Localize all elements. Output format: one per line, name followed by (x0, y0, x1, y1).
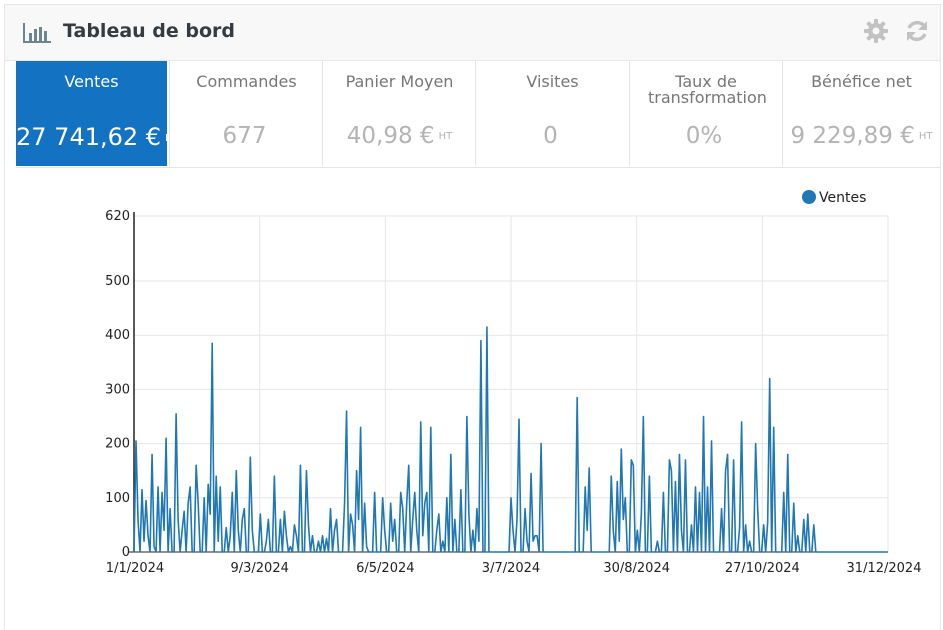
kpi-value: 9 229,89 € HT (790, 123, 933, 149)
x-tick-label: 27/10/2024 (725, 561, 800, 576)
y-tick-label: 300 (105, 382, 130, 397)
kpi-value: 0% (685, 123, 723, 149)
kpi-value: 0 (543, 123, 558, 149)
kpi-label: Ventes (64, 72, 119, 91)
panel-header: Tableau de bord (5, 5, 940, 61)
kpi-ventes[interactable]: Ventes 27 741,62 € HT (16, 61, 179, 166)
y-tick-label: 0 (122, 545, 130, 560)
y-tick-label: 620 (105, 209, 130, 224)
kpi-value: 40,98 € HT (346, 123, 453, 149)
kpi-label: Bénéfice net (811, 72, 912, 91)
x-tick-label: 30/8/2024 (603, 561, 670, 576)
kpi-taux-transformation[interactable]: Taux de transformation 0% (629, 61, 782, 166)
kpi-visites[interactable]: Visites 0 (475, 61, 629, 166)
bar-chart-icon (23, 23, 51, 43)
kpi-value: 677 (222, 123, 267, 149)
y-tick-label: 400 (105, 328, 130, 343)
y-tick-label: 500 (105, 274, 130, 289)
y-tick-label: 100 (105, 491, 130, 506)
kpi-label: Panier Moyen (345, 72, 454, 91)
gear-icon[interactable] (863, 18, 889, 44)
y-tick-label: 200 (105, 437, 130, 452)
kpi-panier-moyen[interactable]: Panier Moyen 40,98 € HT (322, 61, 476, 166)
kpi-benefice-net[interactable]: Bénéfice net 9 229,89 € HT (782, 61, 940, 166)
kpi-row: Ventes 27 741,62 € HT Commandes 677 Panie… (16, 61, 940, 168)
x-tick-label: 3/7/2024 (482, 561, 540, 576)
series-line-ventes (133, 326, 888, 553)
x-tick-label: 31/12/2024 (847, 561, 922, 576)
refresh-icon[interactable] (904, 18, 930, 44)
kpi-label: Commandes (196, 72, 297, 91)
legend-marker (802, 190, 816, 204)
x-tick-label: 1/1/2024 (106, 561, 164, 576)
panel-title: Tableau de bord (63, 20, 236, 42)
kpi-value: 27 741,62 € HT (16, 123, 179, 151)
legend-label: Ventes (819, 190, 866, 206)
x-tick-label: 9/3/2024 (230, 561, 288, 576)
kpi-label: Visites (526, 72, 579, 91)
header-actions (853, 18, 930, 48)
kpi-label: Taux de transformation (648, 72, 767, 107)
x-tick-label: 6/5/2024 (356, 561, 414, 576)
kpi-commandes[interactable]: Commandes 677 (169, 61, 323, 166)
